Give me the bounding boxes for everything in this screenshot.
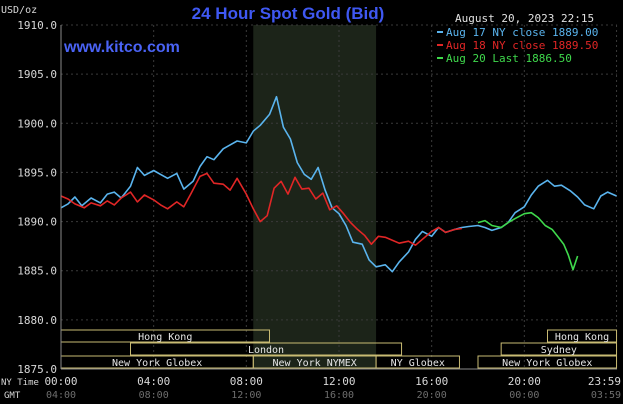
y-tick-label: 1880.0 bbox=[17, 314, 57, 327]
x-tick-label-gmt: 03:59 bbox=[591, 390, 621, 400]
session-bar: London bbox=[130, 342, 403, 356]
series-line-1 bbox=[60, 95, 617, 273]
session-bar: NY Globex bbox=[375, 355, 460, 369]
x-tick-label-ny: 12:00 bbox=[322, 375, 355, 388]
session-box bbox=[130, 342, 403, 356]
session-box bbox=[477, 355, 618, 369]
x-tick-label-ny: 23:59 bbox=[588, 375, 621, 388]
session-label: NY Globex bbox=[391, 358, 445, 369]
x-tick-label-ny: 08:00 bbox=[230, 375, 263, 388]
y-tick-label: 1900.0 bbox=[17, 117, 57, 130]
x-tick-label-gmt: 00:00 bbox=[509, 390, 539, 400]
session-label: New York Globex bbox=[112, 358, 202, 369]
x-tick-label-gmt: 12:00 bbox=[231, 390, 261, 400]
chart-title: 24 Hour Spot Gold (Bid) bbox=[192, 4, 385, 23]
x-axis-gmt-label: GMT bbox=[4, 391, 21, 400]
session-box bbox=[375, 355, 460, 369]
session-bar: Sydney bbox=[500, 342, 618, 356]
series-layer bbox=[60, 95, 617, 273]
y-tick-label: 1910.0 bbox=[17, 19, 57, 32]
x-tick-label-ny: 20:00 bbox=[508, 375, 541, 388]
session-bar: Hong Kong bbox=[547, 329, 618, 343]
legend-entry: Aug 18 NY close 1889.50 bbox=[446, 39, 598, 52]
x-tick-label-gmt: 08:00 bbox=[139, 390, 169, 400]
brand-link[interactable]: www.kitco.com bbox=[63, 39, 180, 56]
chart-timestamp: August 20, 2023 22:15 bbox=[455, 12, 594, 25]
x-tick-label-ny: 00:00 bbox=[44, 375, 77, 388]
series-line-3 bbox=[477, 211, 579, 271]
legend-entry: Aug 20 Last 1886.50 bbox=[446, 52, 572, 65]
x-tick-label-gmt: 16:00 bbox=[324, 390, 354, 400]
session-label: Sydney bbox=[541, 345, 577, 356]
x-axis-ny-time-label: NY Time bbox=[1, 378, 39, 388]
x-tick-label-ny: 04:00 bbox=[137, 375, 170, 388]
y-axis-unit-label: USD/oz bbox=[1, 5, 37, 16]
session-label: Hong Kong bbox=[138, 332, 192, 343]
y-tick-label: 1905.0 bbox=[17, 68, 57, 81]
session-label: Hong Kong bbox=[555, 332, 609, 343]
x-tick-label-ny: 16:00 bbox=[415, 375, 448, 388]
axes: 1875.0 1880.0 1885.0 1890.0 1895.0 1900.0 1905… bbox=[17, 19, 621, 401]
session-box bbox=[500, 342, 618, 356]
y-tick-label: 1890.0 bbox=[17, 216, 57, 229]
y-tick-label: 1885.0 bbox=[17, 265, 57, 278]
session-box bbox=[547, 329, 618, 343]
x-tick-label-gmt: 20:00 bbox=[417, 390, 447, 400]
series-line-2 bbox=[60, 172, 462, 246]
session-label: New York Globex bbox=[502, 358, 592, 369]
y-tick-label: 1895.0 bbox=[17, 166, 57, 179]
session-label: London bbox=[248, 345, 284, 356]
legend-entry: Aug 17 NY close 1889.00 bbox=[446, 26, 598, 39]
session-label: New York NYMEX bbox=[273, 358, 357, 369]
y-tick-label: 1875.0 bbox=[17, 363, 57, 376]
session-bar: New York Globex bbox=[477, 355, 618, 369]
x-tick-label-gmt: 04:00 bbox=[46, 390, 76, 400]
